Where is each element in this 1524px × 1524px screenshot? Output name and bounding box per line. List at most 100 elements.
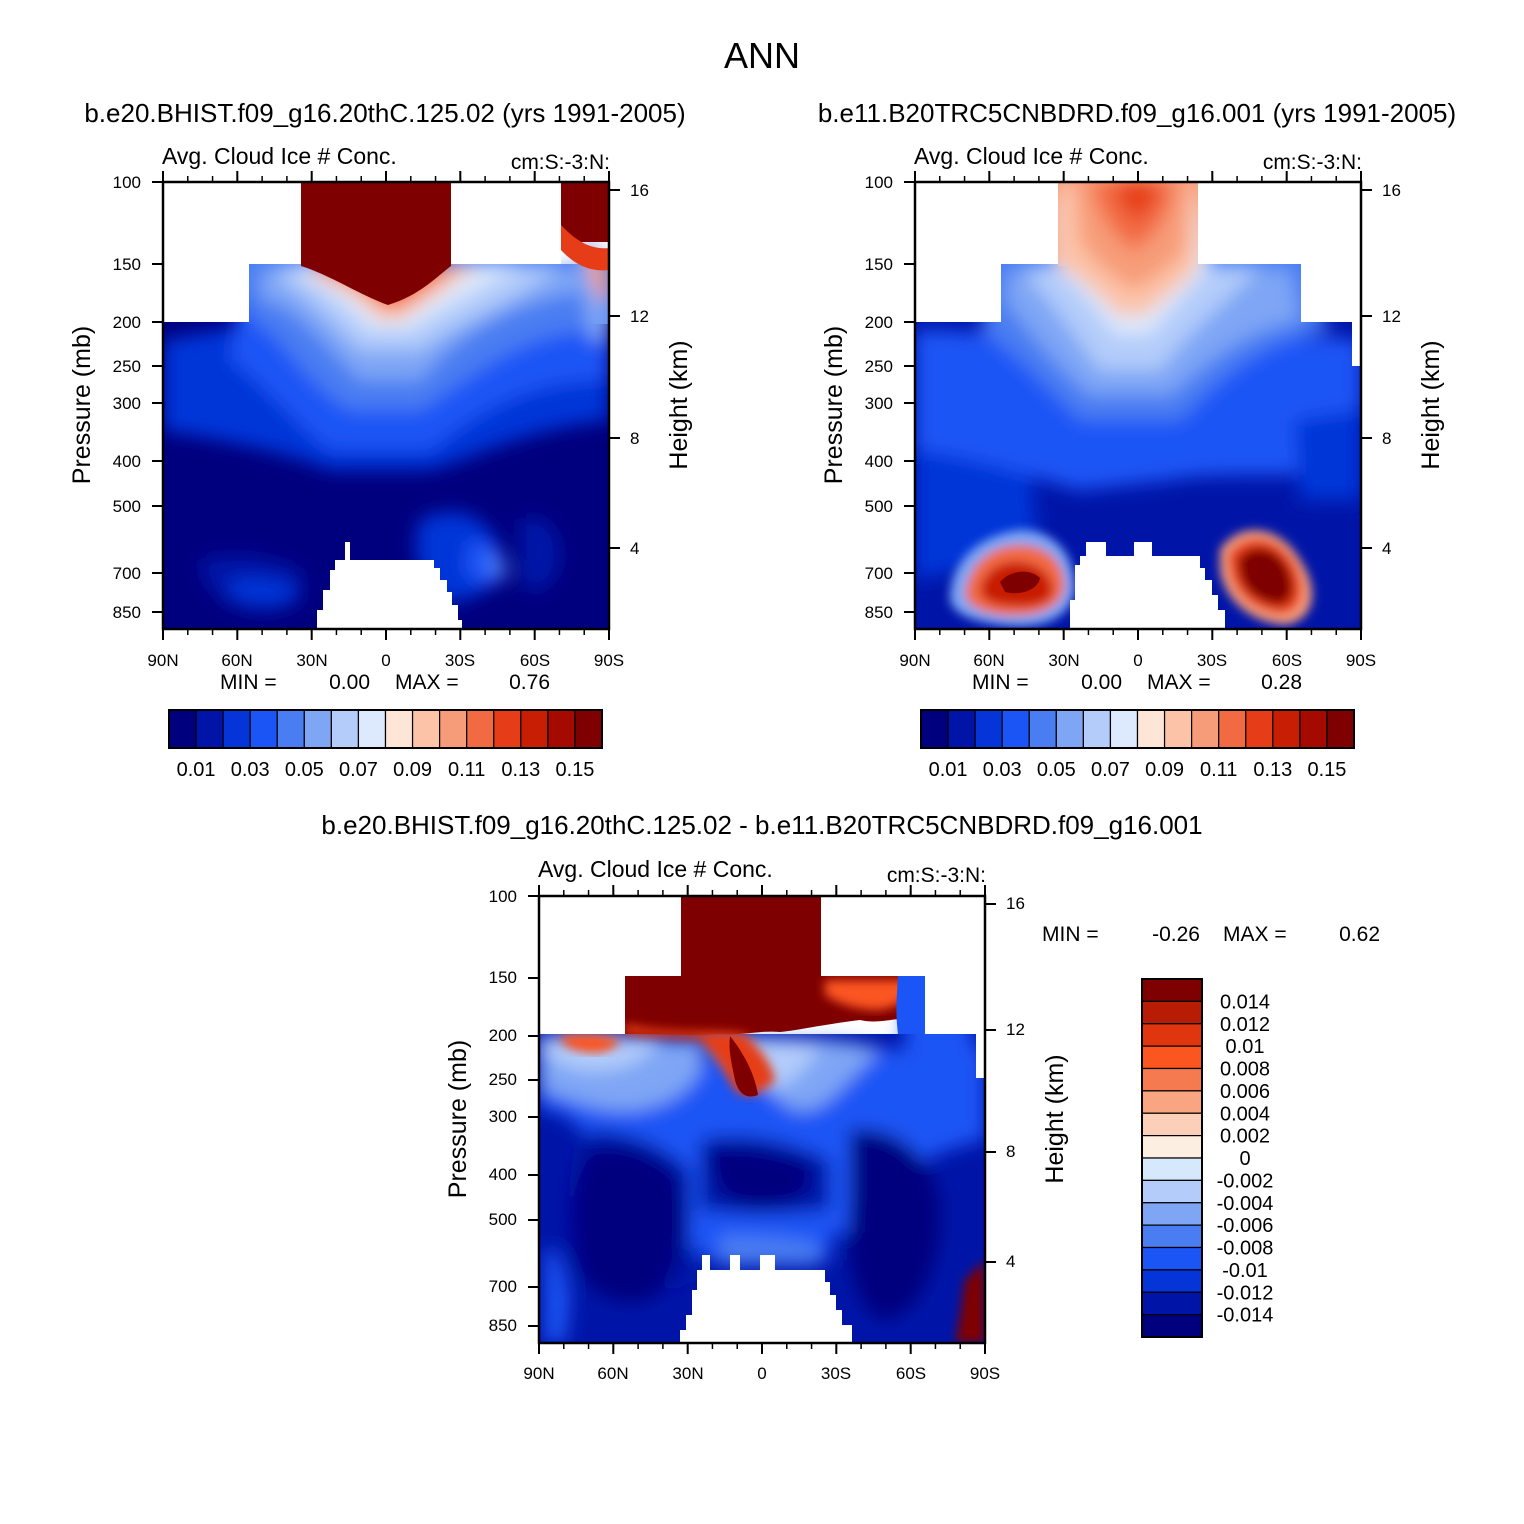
colorbar-swatch	[1141, 1314, 1203, 1338]
colorbar-label: 0.15	[555, 759, 594, 781]
panel-2-x-tick-label: 90N	[899, 651, 930, 670]
colorbar-swatch	[222, 709, 251, 749]
panel-2-y2-tick-label: 8	[1382, 429, 1391, 448]
panel-2-variable-label: Avg. Cloud Ice # Conc.	[914, 143, 1149, 169]
colorbar-swatch	[357, 709, 387, 749]
panel-2-x-tick-label: 0	[1133, 651, 1142, 670]
panel-3-y-tick-label: 100	[489, 887, 517, 906]
panel-3-y2-tick-label: 8	[1006, 1142, 1015, 1161]
panel-3-minmax: MIN = -0.26 MAX = 0.62	[1042, 923, 1380, 946]
colorbar-label: 0.014	[1220, 991, 1270, 1013]
colorbar-label: 0.05	[1037, 759, 1076, 781]
panel-1-y-tick-label: 850	[113, 603, 141, 622]
panel-2-min-value: 0.00	[1081, 671, 1122, 694]
panel-1-y-axis-title: Pressure (mb)	[68, 326, 96, 484]
panel-1-case-title: b.e20.BHIST.f09_g16.20thC.125.02 (yrs 19…	[84, 98, 685, 128]
panel-1-y2-tick-label: 4	[630, 539, 639, 558]
colorbar-swatch	[1245, 709, 1274, 749]
axis-tick-marks	[152, 171, 1372, 1354]
panel-1-axes: 90N 60N 30N 0 30S 60S 90S 100 150 200 25…	[68, 173, 693, 670]
panel-2-x-tick-label: 90S	[1346, 651, 1376, 670]
panel-1-colorbar: 0.01 0.03 0.05 0.07 0.09 0.11 0.13 0.15	[168, 709, 603, 781]
colorbar-swatch	[1299, 709, 1328, 749]
panel-3-y-tick-label: 300	[489, 1107, 517, 1126]
colorbar-swatch	[974, 709, 1003, 749]
colorbar-label: 0	[1239, 1148, 1250, 1170]
panel-2-x-tick-labels: 90N 60N 30N 0 30S 60S 90S	[899, 651, 1376, 670]
colorbar-label: 0.01	[929, 759, 968, 781]
colorbar-swatch	[249, 709, 278, 749]
panel-3-max-value: 0.62	[1339, 923, 1380, 946]
panel-1-y-tick-label: 300	[113, 394, 141, 413]
panel-2-minmax: MIN = 0.00 MAX = 0.28	[972, 671, 1302, 694]
colorbar-swatch	[574, 709, 603, 749]
colorbar-swatch	[493, 709, 522, 749]
colorbar-label: -0.004	[1217, 1193, 1274, 1215]
panel-1-min-value: 0.00	[329, 671, 370, 694]
panel-3-y-tick-labels: 100 150 200 250 300 400 500 700 850	[489, 887, 517, 1335]
panel-2-y-tick-label: 700	[865, 564, 893, 583]
colorbar-swatch	[1055, 709, 1084, 749]
panel-3-y2-tick-label: 4	[1006, 1252, 1015, 1271]
panel-3-y-tick-label: 700	[489, 1277, 517, 1296]
panel-2-field-hotspots	[950, 530, 1312, 627]
panel-2-x-tick-label: 60N	[973, 651, 1004, 670]
colorbar-label: -0.006	[1217, 1215, 1274, 1237]
colorbar-swatch	[439, 709, 468, 749]
colorbar-swatch	[1141, 1291, 1203, 1316]
colorbar-swatch	[1001, 709, 1030, 749]
colorbar-label: 0.002	[1220, 1126, 1270, 1148]
panel-1-x-tick-label: 90S	[594, 651, 624, 670]
panel-2-y-tick-label: 850	[865, 603, 893, 622]
figure-title: ANN	[724, 35, 800, 76]
panel-3-field-bands	[539, 996, 985, 1343]
colorbar-swatch	[1141, 1067, 1203, 1092]
colorbar-swatch	[1218, 709, 1247, 749]
colorbar-swatch	[1141, 1202, 1203, 1226]
colorbar-swatch	[1272, 709, 1301, 749]
panel-2-y-axis-title: Pressure (mb)	[820, 326, 848, 484]
panel-3-y-tick-label: 500	[489, 1210, 517, 1229]
panel-1-y-tick-label: 400	[113, 452, 141, 471]
panel-3-y-tick-label: 850	[489, 1316, 517, 1335]
colorbar-swatch	[466, 709, 495, 749]
colorbar-swatch	[1141, 1090, 1203, 1114]
panel-1-minmax: MIN = 0.00 MAX = 0.76	[220, 671, 550, 694]
panel-1-x-tick-label: 30N	[296, 651, 327, 670]
colorbar-label: 0.004	[1220, 1103, 1270, 1125]
panel-model-1: b.e20.BHIST.f09_g16.20thC.125.02 (yrs 19…	[68, 98, 693, 781]
panel-3-x-tick-label: 30N	[672, 1364, 703, 1383]
panel-2-y2-tick-label: 12	[1382, 307, 1401, 326]
panel-2-missing-data	[915, 182, 1361, 629]
panel-2-y-tick-label: 100	[865, 173, 893, 192]
panel-1-field-top	[301, 182, 609, 305]
panel-2-case-title: b.e11.B20TRC5CNBDRD.f09_g16.001 (yrs 199…	[818, 98, 1456, 128]
panel-1-y-tick-label: 200	[113, 313, 141, 332]
colorbar-label: -0.012	[1217, 1282, 1274, 1304]
panel-3-min-label: MIN =	[1042, 923, 1099, 946]
colorbar-label: 0.13	[1253, 759, 1292, 781]
panel-3-y2-axis-title: Height (km)	[1041, 1054, 1069, 1183]
panel-3-y2-tick-label: 12	[1006, 1020, 1025, 1039]
panel-2-y-tick-labels: 100 150 200 250 300 400 500 700 850	[865, 173, 893, 622]
panel-1-x-tick-label: 30S	[445, 651, 475, 670]
panel-3-max-label: MAX =	[1223, 923, 1287, 946]
colorbar-swatch	[1141, 1179, 1203, 1204]
panel-2-y-tick-label: 500	[865, 497, 893, 516]
panel-3-field-top	[560, 896, 985, 1343]
panel-1-y-tick-label: 500	[113, 497, 141, 516]
panel-3-x-tick-labels: 90N 60N 30N 0 30S 60S 90S	[523, 1364, 1000, 1383]
colorbar-swatch	[1163, 709, 1193, 749]
panel-1-x-tick-label: 60S	[520, 651, 550, 670]
colorbar-swatch	[1191, 709, 1220, 749]
panel-3-min-value: -0.26	[1152, 923, 1200, 946]
colorbar-label: 0.15	[1307, 759, 1346, 781]
colorbar-swatch	[1326, 709, 1355, 749]
colorbar-swatch	[1141, 1112, 1203, 1137]
panel-3-y2-tick-label: 16	[1006, 894, 1025, 913]
colorbar-label: 0.07	[1091, 759, 1130, 781]
colorbar-label: 0.006	[1220, 1081, 1270, 1103]
colorbar-swatch	[1082, 709, 1112, 749]
colorbar-label: 0.012	[1220, 1014, 1270, 1036]
